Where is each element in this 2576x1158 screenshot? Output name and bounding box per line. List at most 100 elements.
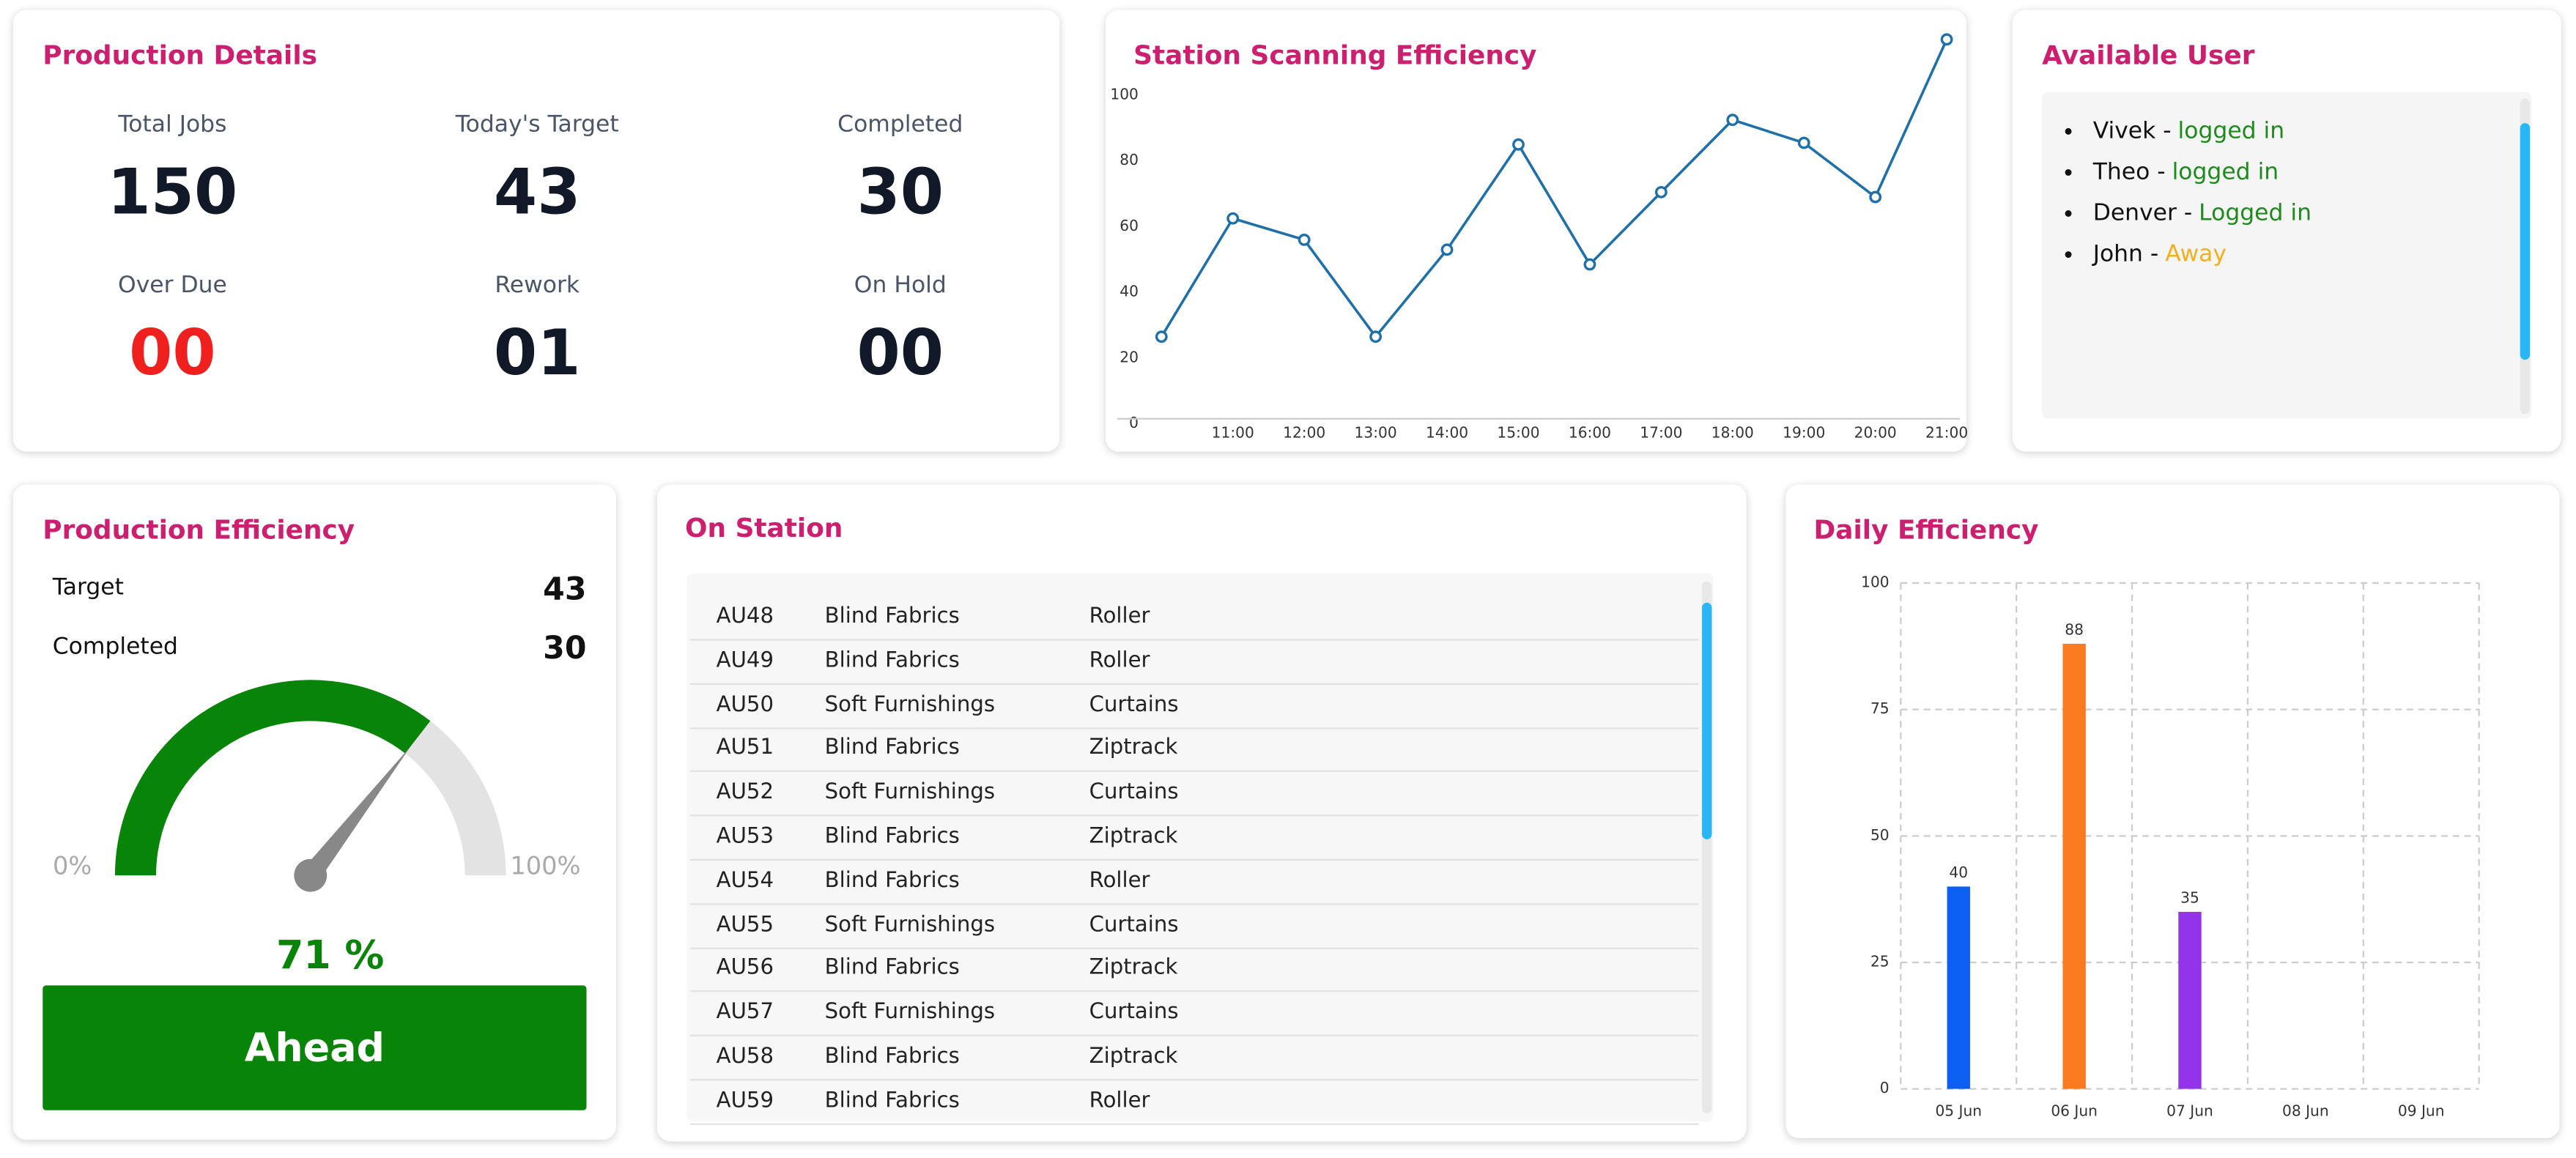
user-name: Theo - <box>2092 159 2166 186</box>
bar-chart-panel <box>1785 484 2560 1138</box>
user-item: John - Away <box>2093 242 2227 268</box>
cell: AU48 <box>716 604 774 629</box>
cell: AU51 <box>716 736 774 762</box>
cell: Soft Furnishings <box>824 912 996 938</box>
x-tick-label: 13:00 <box>1355 423 1397 441</box>
row-divider <box>689 990 1699 993</box>
user-name: Vivek - <box>2092 118 2172 145</box>
cell: Soft Furnishings <box>824 780 996 806</box>
cell: Soft Furnishings <box>824 1000 996 1025</box>
cell: Curtains <box>1089 912 1179 938</box>
row-divider <box>689 1123 1699 1125</box>
row-divider <box>689 814 1699 817</box>
bar-chart: 0 25 50 75 100 05 Jun 40 06 Jun 88 07 Jun 35 08 Jun… <box>1861 574 2480 1120</box>
point <box>1726 114 1739 127</box>
value-label: 35 <box>2180 888 2199 906</box>
x-tick-label: 07 Jun <box>2166 1102 2213 1120</box>
eff-label: Target <box>52 574 124 601</box>
point <box>1298 233 1311 246</box>
cell: AU49 <box>716 648 774 673</box>
scrollbar[interactable] <box>1702 602 1712 839</box>
gauge-max-label: 100% <box>510 851 580 880</box>
point <box>1226 212 1240 225</box>
x-tick-label: 18:00 <box>1711 423 1754 441</box>
panel-title: Available User <box>2042 39 2255 71</box>
row-divider <box>689 639 1699 641</box>
line <box>1160 39 1948 339</box>
point <box>1797 136 1810 149</box>
x-tick-label: 08 Jun <box>2282 1102 2329 1120</box>
bar <box>1947 886 1970 1089</box>
station-table <box>686 573 1714 1122</box>
user-item: Theo - logged in <box>2093 160 2279 186</box>
line-chart-panel <box>1106 10 1967 452</box>
gauge-needle <box>303 745 412 882</box>
stat-value: 150 <box>107 156 238 229</box>
stat-value: 43 <box>493 156 581 229</box>
stat-value: 30 <box>856 156 944 229</box>
gauge-hub <box>294 858 327 892</box>
cell: AU56 <box>716 956 774 981</box>
status-banner: Ahead <box>42 985 587 1110</box>
user-item: Denver - Logged in <box>2093 201 2312 227</box>
x-tick-label: 16:00 <box>1569 423 1611 441</box>
value-label: 88 <box>2065 620 2084 638</box>
cell: Blind Fabrics <box>824 648 960 673</box>
panel-title: Station Scanning Efficiency <box>1133 39 1537 71</box>
gauge-min-label: 0% <box>53 851 92 880</box>
point <box>1440 243 1454 256</box>
stat-label: Over Due <box>117 272 227 300</box>
stat-label: Rework <box>495 272 580 300</box>
y-tick-label: 100 <box>1861 574 1890 591</box>
cell: Blind Fabrics <box>824 604 960 629</box>
point <box>1869 190 1882 204</box>
bar <box>2178 911 2202 1089</box>
cell: Roller <box>1089 868 1150 894</box>
cell: Curtains <box>1089 780 1179 806</box>
cell: Roller <box>1089 1088 1150 1113</box>
y-tick-label: 60 <box>1119 217 1139 234</box>
bullet <box>2065 251 2072 259</box>
cell: Blind Fabrics <box>824 1044 960 1069</box>
line-chart: 0 20 40 60 80 100 11:00 12:00 13:00 14:00 15:00 16:… <box>1110 33 1968 441</box>
eff-label: Completed <box>52 634 178 661</box>
cell: AU57 <box>716 1000 774 1025</box>
y-tick-label: 100 <box>1110 86 1139 103</box>
panel-title: Production Efficiency <box>42 513 355 546</box>
point <box>1155 330 1168 344</box>
cell: Ziptrack <box>1089 736 1178 762</box>
x-tick-label: 14:00 <box>1426 423 1468 441</box>
cell: Ziptrack <box>1089 1044 1178 1069</box>
value-label: 40 <box>1949 864 1968 881</box>
x-tick-label: 11:00 <box>1212 423 1254 441</box>
cell: Curtains <box>1089 1000 1179 1025</box>
gauge-arc <box>114 680 431 876</box>
row-divider <box>689 946 1699 949</box>
stat-label: Today's Target <box>455 111 619 138</box>
cell: AU53 <box>716 824 774 850</box>
point <box>1583 258 1596 271</box>
point <box>1940 33 1953 46</box>
stat-value: 01 <box>493 316 581 390</box>
user-list-box <box>2042 92 2532 419</box>
cell: Roller <box>1089 648 1150 673</box>
bullet <box>2065 210 2072 217</box>
x-tick-label: 19:00 <box>1783 423 1825 441</box>
cell: AU58 <box>716 1044 774 1069</box>
y-tick-label: 20 <box>1119 348 1139 365</box>
point <box>1512 138 1525 151</box>
panel-title: On Station <box>685 512 843 544</box>
user-name: John - <box>2092 241 2159 268</box>
panel-title: Production Details <box>42 39 317 71</box>
cell: Blind Fabrics <box>824 1088 960 1113</box>
eff-value: 30 <box>543 631 587 667</box>
cell: Ziptrack <box>1089 956 1178 981</box>
x-tick-label: 15:00 <box>1497 423 1539 441</box>
x-tick-label: 12:00 <box>1283 423 1325 441</box>
point <box>1654 185 1668 198</box>
row-divider <box>689 902 1699 905</box>
y-tick-label: 25 <box>1870 952 1890 970</box>
stat-label: Total Jobs <box>118 111 227 138</box>
scrollbar[interactable] <box>2520 123 2531 360</box>
